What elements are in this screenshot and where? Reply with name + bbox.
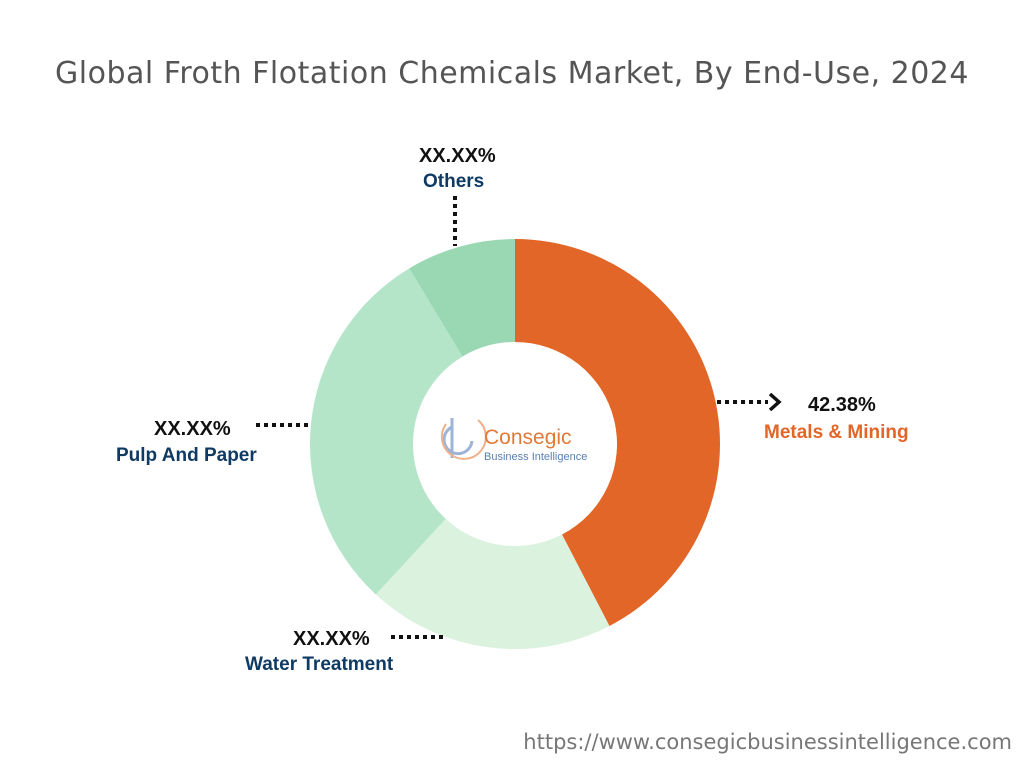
slice-metals-mining [515,239,721,626]
pulp-paper-value: XX.XX% [154,418,231,440]
slice-others [409,239,515,357]
metals-mining-value: 42.38% [808,394,876,416]
donut-slices [310,239,721,649]
others-value: XX.XX% [419,145,496,167]
water-treatment-label: Water Treatment [245,654,394,675]
pulp-paper-label: Pulp And Paper [116,445,257,466]
logo-icon [440,418,487,460]
metals-mining-label: Metals & Mining [764,422,909,443]
slice-pulp-paper [310,268,463,595]
water-treatment-value: XX.XX% [293,628,370,650]
slice-water-treatment [375,518,610,649]
logo-name: Consegic [484,426,572,449]
others-label: Others [423,171,484,192]
leader-arrow-icon [768,392,782,412]
chart-title: Global Froth Flotation Chemicals Market,… [55,56,969,91]
logo-tagline: Business Intelligence [484,451,587,463]
leader-lines [256,196,782,639]
consegic-logo: Consegic Business Intelligence [440,418,587,463]
footer-url: https://www.consegicbusinessintelligence… [523,730,1012,754]
